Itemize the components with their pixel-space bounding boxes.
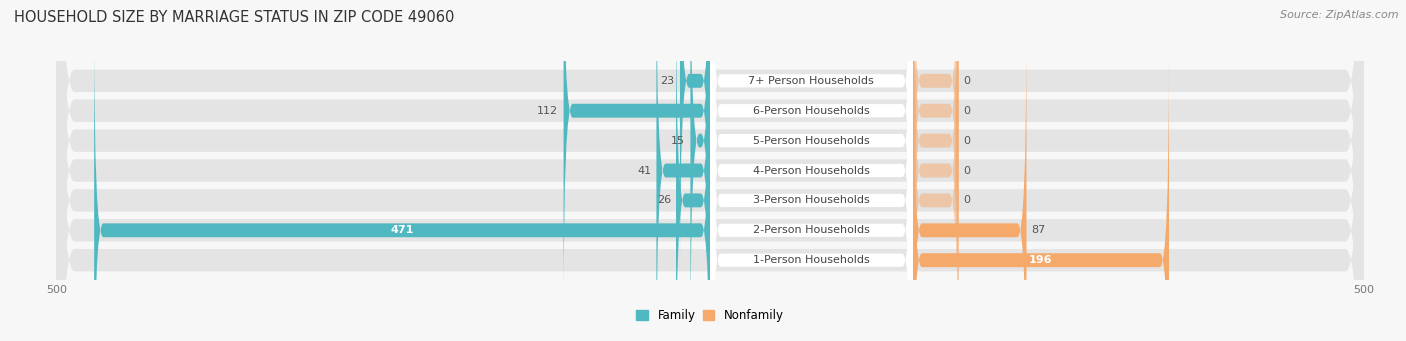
FancyBboxPatch shape [56, 0, 1364, 341]
FancyBboxPatch shape [56, 0, 1364, 341]
Text: 41: 41 [637, 165, 651, 176]
Text: 0: 0 [963, 136, 970, 146]
FancyBboxPatch shape [912, 0, 959, 341]
FancyBboxPatch shape [710, 0, 912, 341]
Text: 5-Person Households: 5-Person Households [754, 136, 870, 146]
Text: HOUSEHOLD SIZE BY MARRIAGE STATUS IN ZIP CODE 49060: HOUSEHOLD SIZE BY MARRIAGE STATUS IN ZIP… [14, 10, 454, 25]
FancyBboxPatch shape [710, 0, 912, 341]
FancyBboxPatch shape [710, 0, 912, 313]
Text: 26: 26 [657, 195, 671, 205]
FancyBboxPatch shape [912, 58, 1168, 341]
FancyBboxPatch shape [912, 0, 959, 341]
Text: 2-Person Households: 2-Person Households [754, 225, 870, 235]
Text: 7+ Person Households: 7+ Person Households [748, 76, 875, 86]
Text: 15: 15 [671, 136, 685, 146]
Text: 0: 0 [963, 76, 970, 86]
Text: 0: 0 [963, 195, 970, 205]
FancyBboxPatch shape [710, 28, 912, 341]
Text: 0: 0 [963, 165, 970, 176]
Text: 1-Person Households: 1-Person Households [754, 255, 870, 265]
FancyBboxPatch shape [681, 0, 710, 283]
Text: 87: 87 [1032, 225, 1046, 235]
FancyBboxPatch shape [710, 0, 912, 341]
FancyBboxPatch shape [912, 0, 959, 313]
FancyBboxPatch shape [690, 0, 710, 341]
Text: 4-Person Households: 4-Person Households [754, 165, 870, 176]
Text: 471: 471 [391, 225, 413, 235]
FancyBboxPatch shape [56, 0, 1364, 341]
FancyBboxPatch shape [710, 0, 912, 341]
FancyBboxPatch shape [56, 0, 1364, 341]
Text: 6-Person Households: 6-Person Households [754, 106, 870, 116]
FancyBboxPatch shape [56, 0, 1364, 341]
Text: 112: 112 [537, 106, 558, 116]
Text: 3-Person Households: 3-Person Households [754, 195, 870, 205]
FancyBboxPatch shape [56, 0, 1364, 341]
Text: Source: ZipAtlas.com: Source: ZipAtlas.com [1281, 10, 1399, 20]
Text: 196: 196 [1029, 255, 1053, 265]
FancyBboxPatch shape [710, 0, 912, 341]
FancyBboxPatch shape [56, 0, 1364, 341]
FancyBboxPatch shape [564, 0, 710, 313]
FancyBboxPatch shape [912, 28, 1026, 341]
Text: 0: 0 [963, 106, 970, 116]
FancyBboxPatch shape [912, 0, 959, 341]
FancyBboxPatch shape [912, 0, 959, 283]
FancyBboxPatch shape [657, 0, 710, 341]
Text: 23: 23 [661, 76, 675, 86]
FancyBboxPatch shape [676, 0, 710, 341]
Legend: Family, Nonfamily: Family, Nonfamily [637, 309, 783, 322]
FancyBboxPatch shape [94, 28, 710, 341]
